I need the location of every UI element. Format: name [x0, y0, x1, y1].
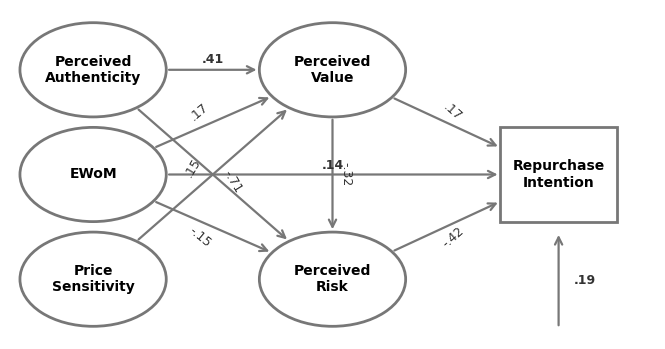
Text: -.15: -.15 [186, 224, 213, 250]
Text: .17: .17 [188, 100, 211, 123]
Text: -.32: -.32 [339, 162, 352, 187]
FancyBboxPatch shape [500, 127, 617, 222]
Text: Perceived
Authenticity: Perceived Authenticity [45, 55, 141, 85]
Text: -.71: -.71 [221, 168, 245, 195]
Text: .15: .15 [182, 156, 203, 179]
Text: .17: .17 [441, 101, 465, 124]
Text: .14: .14 [323, 159, 344, 172]
Ellipse shape [20, 23, 166, 117]
Text: .41: .41 [201, 53, 224, 66]
Text: EWoM: EWoM [69, 168, 117, 181]
Ellipse shape [259, 23, 406, 117]
Text: Perceived
Risk: Perceived Risk [294, 264, 371, 294]
Ellipse shape [20, 127, 166, 222]
Text: .19: .19 [574, 274, 597, 287]
Text: Perceived
Value: Perceived Value [294, 55, 371, 85]
Text: Repurchase
Intention: Repurchase Intention [513, 159, 604, 190]
Ellipse shape [20, 232, 166, 326]
Text: Price
Sensitivity: Price Sensitivity [52, 264, 134, 294]
Ellipse shape [259, 232, 406, 326]
Text: -.42: -.42 [440, 224, 466, 250]
